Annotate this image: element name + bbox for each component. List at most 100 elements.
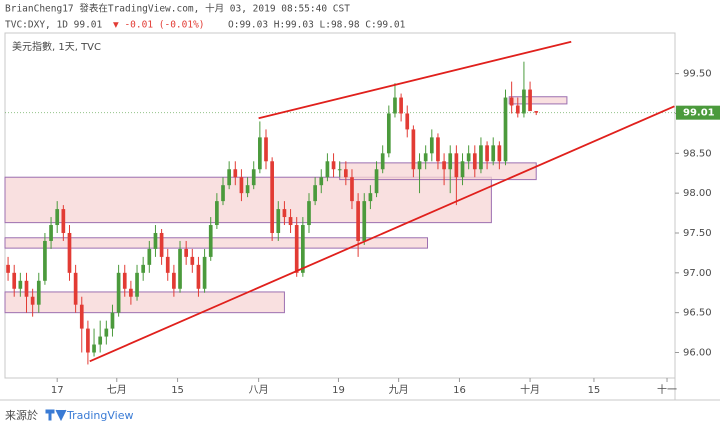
candle-body (135, 272, 139, 297)
candle-body (30, 296, 35, 305)
x-tick-label: 19 (332, 385, 345, 396)
x-tick-label: 15 (588, 385, 601, 396)
last-price-label: 99.01 (683, 108, 715, 119)
candle-body (528, 89, 532, 112)
last-price-box (676, 105, 720, 120)
candle-body (454, 153, 459, 178)
x-tick-label: 八月 (249, 384, 269, 396)
candle-body (522, 89, 526, 114)
candle-body (12, 272, 17, 289)
candle-body (104, 328, 109, 337)
candle-body (436, 137, 440, 162)
y-tick-label: 99.50 (683, 69, 712, 80)
candle-body (233, 169, 238, 178)
change: ▼ -0.01 (-0.01%) (113, 20, 205, 31)
candle-body (86, 328, 90, 353)
candle-body (343, 169, 348, 178)
candle-body (503, 97, 508, 162)
candle-body (239, 177, 244, 194)
candle-body (356, 201, 360, 241)
candle-body (399, 97, 403, 114)
candle-body (159, 232, 164, 257)
candle-body (368, 193, 373, 202)
candle-body (472, 153, 477, 170)
candle-body (55, 209, 60, 226)
candle-body (337, 169, 342, 171)
symbol: TVC:DXY, 1D 99.01 (5, 20, 103, 31)
y-tick-label: 96.50 (683, 308, 712, 319)
candle-body (251, 169, 256, 186)
candle-body (208, 225, 213, 257)
candle-body (301, 225, 305, 273)
candle-body (386, 113, 391, 154)
candle-body (509, 97, 514, 106)
candle-body (282, 209, 287, 218)
candle-body (141, 264, 146, 273)
candle-body (147, 248, 152, 265)
candle-body (116, 272, 121, 313)
candle-body (178, 248, 182, 289)
candle-body (313, 185, 317, 202)
zone (4, 237, 429, 249)
y-tick-label: 97.50 (683, 228, 712, 239)
y-tick-label: 98.00 (683, 188, 712, 199)
candle-body (276, 209, 281, 233)
x-tick-label: 十月 (520, 383, 540, 396)
candle-body (491, 145, 496, 162)
candle-body (411, 129, 416, 170)
candle-body (405, 113, 410, 130)
candle-body (350, 177, 354, 202)
candle-body (362, 201, 367, 241)
candle-body (485, 145, 489, 162)
zone (4, 176, 492, 224)
x-tick-label: 15 (171, 385, 184, 396)
candle-body (43, 240, 47, 281)
candle-body (515, 105, 520, 114)
candle-body (67, 232, 72, 273)
source: 来源於 (5, 408, 38, 422)
candle-body (497, 145, 502, 162)
candle-body (374, 169, 379, 194)
candle-body (227, 169, 231, 186)
x-tick-label: 九月 (389, 384, 409, 396)
candle-body (92, 344, 96, 353)
trendline (89, 105, 675, 363)
candle-body (110, 312, 115, 329)
candle-body (380, 153, 385, 170)
candle-body (184, 248, 189, 257)
candle-body (172, 272, 176, 289)
candle-body (258, 137, 262, 170)
candle-body (331, 161, 336, 170)
candle-body (442, 161, 446, 170)
candle-body (24, 280, 29, 297)
candle-body (215, 201, 219, 226)
candle-body (429, 137, 434, 154)
byline: BrianCheng17 發表在TradingView.com, 十月 03, … (5, 3, 350, 15)
candle-body (165, 256, 170, 273)
candle-body (264, 137, 268, 162)
candle-body (466, 153, 471, 162)
candle-body (534, 111, 539, 113)
y-tick-label: 98.50 (683, 148, 712, 159)
x-tick-label: 十一 (657, 383, 677, 396)
candle-body (98, 336, 103, 345)
candle-body (417, 161, 422, 170)
candle-body (393, 97, 397, 114)
zone (508, 96, 568, 105)
candle-body (325, 161, 330, 178)
candle-body (479, 145, 483, 170)
candle-body (423, 153, 428, 162)
candle-body (61, 209, 66, 233)
candle-body (129, 288, 133, 297)
candle-body (307, 201, 311, 226)
candle-body (153, 232, 158, 249)
candle-body (36, 280, 41, 305)
candle-body (448, 153, 453, 170)
brand: TradingView (66, 409, 133, 422)
candle-body (202, 256, 207, 289)
x-tick-label: 17 (51, 385, 64, 396)
candle-body (190, 256, 195, 265)
candle-body (294, 225, 299, 273)
